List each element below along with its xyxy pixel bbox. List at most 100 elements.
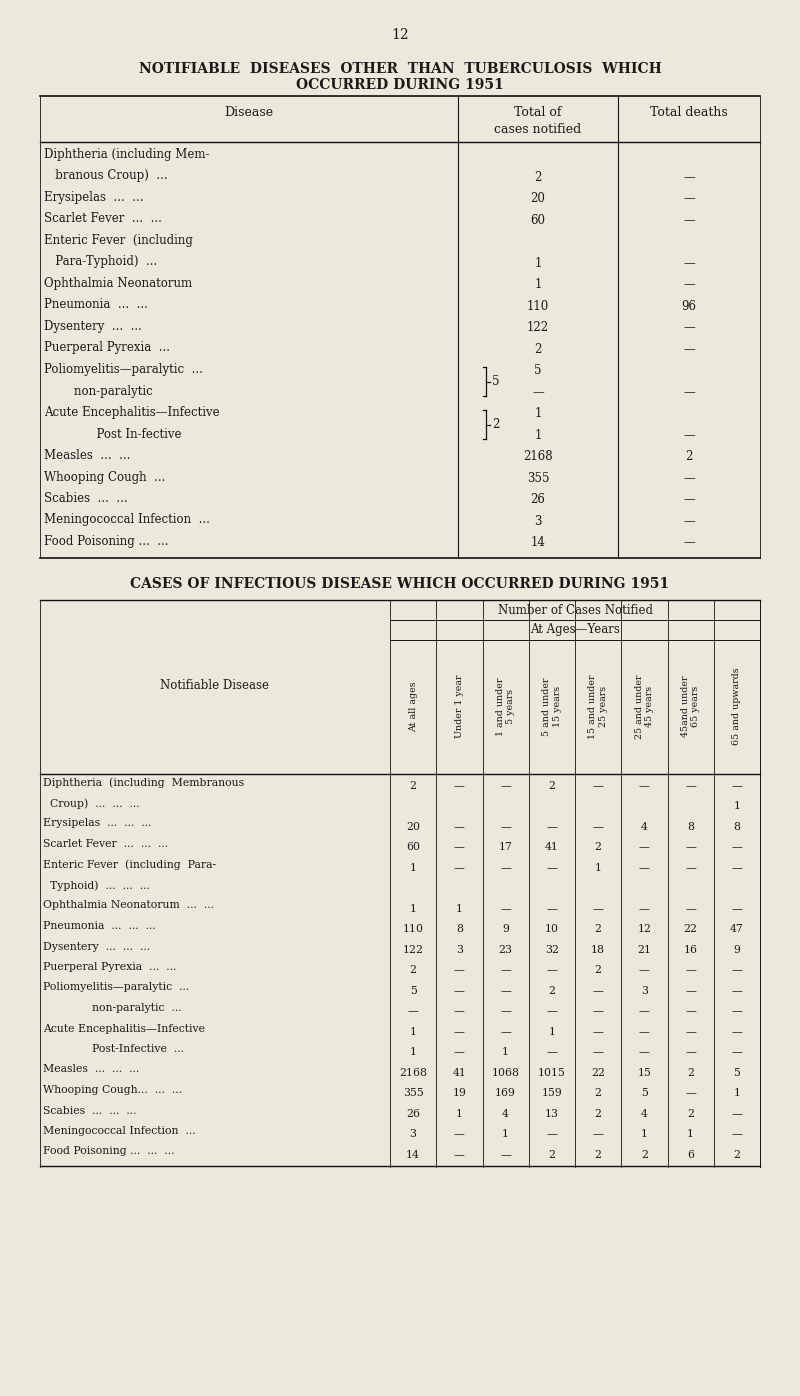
Text: Ophthalmia Neonatorum  ...  ...: Ophthalmia Neonatorum ... ... [43,900,214,910]
Text: 21: 21 [638,945,651,955]
Text: Dysentery  ...  ...: Dysentery ... ... [44,320,142,334]
Text: —: — [639,1026,650,1037]
Text: 2: 2 [594,1150,602,1160]
Text: 1: 1 [456,1108,463,1118]
Text: —: — [683,257,695,269]
Text: —: — [593,1007,603,1016]
Text: Whooping Cough  ...: Whooping Cough ... [44,470,166,483]
Text: 16: 16 [684,945,698,955]
Text: 47: 47 [730,924,744,934]
Text: —: — [500,822,511,832]
Text: Under 1 year: Under 1 year [455,674,464,738]
Text: —: — [683,278,695,292]
Text: 5: 5 [492,376,499,388]
Text: 12: 12 [391,28,409,42]
Text: 1: 1 [410,1047,417,1057]
Text: —: — [683,429,695,441]
Text: —: — [639,903,650,914]
Text: 12: 12 [638,924,651,934]
Text: Measles  ...  ...  ...: Measles ... ... ... [43,1065,139,1075]
Text: 2: 2 [687,1108,694,1118]
Text: 355: 355 [402,1089,423,1099]
Text: —: — [685,863,696,872]
Text: NOTIFIABLE  DISEASES  OTHER  THAN  TUBERCULOSIS  WHICH: NOTIFIABLE DISEASES OTHER THAN TUBERCULO… [138,61,662,75]
Text: —: — [408,1007,418,1016]
Text: 23: 23 [498,945,513,955]
Text: 1: 1 [534,278,542,292]
Text: Food Poisoning ...  ...: Food Poisoning ... ... [44,535,169,549]
Text: 3: 3 [456,945,463,955]
Text: —: — [454,965,465,976]
Text: —: — [685,1047,696,1057]
Text: 2: 2 [641,1150,648,1160]
Text: 2: 2 [548,780,555,790]
Text: 14: 14 [406,1150,420,1160]
Text: 20: 20 [530,193,546,205]
Text: 2: 2 [686,451,693,463]
Text: —: — [639,1047,650,1057]
Text: 20: 20 [406,822,420,832]
Text: —: — [454,1047,465,1057]
Text: —: — [546,965,558,976]
Text: —: — [731,863,742,872]
Text: —: — [683,193,695,205]
Text: —: — [454,1007,465,1016]
Text: Whooping Cough...  ...  ...: Whooping Cough... ... ... [43,1085,182,1094]
Text: branous Croup)  ...: branous Croup) ... [44,169,168,183]
Text: Puerperal Pyrexia  ...  ...: Puerperal Pyrexia ... ... [43,962,176,972]
Text: 1: 1 [502,1129,509,1139]
Text: Erysipelas  ...  ...  ...: Erysipelas ... ... ... [43,818,151,828]
Text: —: — [685,1026,696,1037]
Text: Disease: Disease [225,106,274,119]
Text: 2: 2 [410,780,417,790]
Text: 2: 2 [687,1068,694,1078]
Text: —: — [593,1026,603,1037]
Text: 2: 2 [594,1089,602,1099]
Text: Post-Infective  ...: Post-Infective ... [43,1044,184,1054]
Text: 22: 22 [591,1068,605,1078]
Text: Notifiable Disease: Notifiable Disease [161,678,270,692]
Text: 10: 10 [545,924,559,934]
Text: 5: 5 [734,1068,740,1078]
Text: —: — [546,1007,558,1016]
Text: 1: 1 [456,903,463,914]
Text: 3: 3 [641,986,648,995]
Text: Acute Encephalitis—Infective: Acute Encephalitis—Infective [43,1023,205,1033]
Text: Enteric Fever  (including: Enteric Fever (including [44,235,193,247]
Text: —: — [454,1150,465,1160]
Text: —: — [500,1150,511,1160]
Text: —: — [685,986,696,995]
Text: 15: 15 [638,1068,651,1078]
Text: 14: 14 [530,536,546,549]
Text: Diphtheria  (including  Membranous: Diphtheria (including Membranous [43,778,244,789]
Text: —: — [685,842,696,852]
Text: —: — [546,863,558,872]
Text: —: — [454,863,465,872]
Text: Ophthalmia Neonatorum: Ophthalmia Neonatorum [44,276,192,290]
Text: —: — [683,170,695,184]
Text: Scarlet Fever  ...  ...: Scarlet Fever ... ... [44,212,162,226]
Text: 122: 122 [402,945,424,955]
Text: —: — [683,385,695,399]
Text: Dysentery  ...  ...  ...: Dysentery ... ... ... [43,941,150,952]
Text: 8: 8 [456,924,463,934]
Text: Food Poisoning ...  ...  ...: Food Poisoning ... ... ... [43,1146,174,1156]
Text: Puerperal Pyrexia  ...: Puerperal Pyrexia ... [44,342,170,355]
Text: —: — [685,1007,696,1016]
Text: Poliomyelitis—paralytic  ...: Poliomyelitis—paralytic ... [44,363,203,376]
Text: 122: 122 [527,321,549,334]
Text: 1: 1 [734,1089,740,1099]
Text: 22: 22 [684,924,698,934]
Text: Meningococcal Infection  ...: Meningococcal Infection ... [43,1127,196,1136]
Text: 2: 2 [492,417,499,431]
Text: —: — [731,903,742,914]
Text: —: — [593,1129,603,1139]
Text: —: — [731,1047,742,1057]
Text: 1: 1 [687,1129,694,1139]
Text: 4: 4 [502,1108,509,1118]
Text: 8: 8 [687,822,694,832]
Text: 1: 1 [641,1129,648,1139]
Text: —: — [593,822,603,832]
Text: 1 and under
5 years: 1 and under 5 years [496,677,515,736]
Text: —: — [731,1007,742,1016]
